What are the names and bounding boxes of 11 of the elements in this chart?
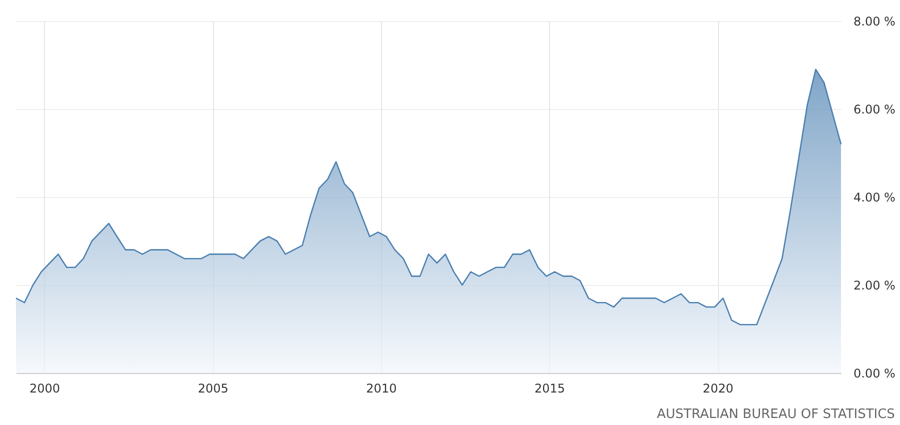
y-tick-label: 8.00 % [854, 14, 896, 28]
y-tick-label: 2.00 % [854, 278, 896, 292]
text: AUSTRALIAN BUREAU OF STATISTICS [656, 407, 895, 422]
y-tick-label: 0.00 % [854, 366, 896, 380]
y-tick-label: 6.00 % [854, 102, 896, 116]
x-tick-label: 2000 [29, 382, 60, 396]
x-tick-label: 2005 [198, 382, 228, 396]
y-tick-label: 4.00 % [854, 190, 896, 204]
x-tick-label: 2020 [702, 382, 734, 396]
x-tick-label: 2015 [534, 382, 566, 396]
x-tick-label: 2010 [366, 382, 397, 396]
